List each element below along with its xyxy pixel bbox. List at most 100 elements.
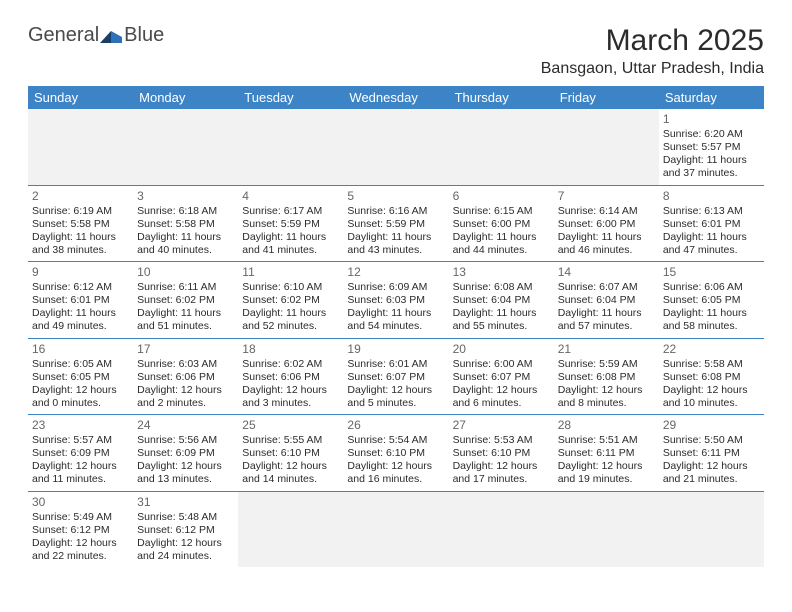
- sunrise-text: Sunrise: 6:15 AM: [453, 205, 550, 218]
- sunset-text: Sunset: 6:06 PM: [242, 371, 339, 384]
- day-number: 10: [137, 265, 234, 280]
- blank-cell: [343, 491, 448, 567]
- day-number: 13: [453, 265, 550, 280]
- day-30: 30Sunrise: 5:49 AMSunset: 6:12 PMDayligh…: [28, 491, 133, 567]
- blank-cell: [343, 109, 448, 185]
- day-18: 18Sunrise: 6:02 AMSunset: 6:06 PMDayligh…: [238, 338, 343, 415]
- sunrise-text: Sunrise: 5:57 AM: [32, 434, 129, 447]
- sunrise-text: Sunrise: 6:02 AM: [242, 358, 339, 371]
- sunrise-text: Sunrise: 5:50 AM: [663, 434, 760, 447]
- location: Bansgaon, Uttar Pradesh, India: [541, 60, 764, 78]
- day-4: 4Sunrise: 6:17 AMSunset: 5:59 PMDaylight…: [238, 185, 343, 262]
- day-14: 14Sunrise: 6:07 AMSunset: 6:04 PMDayligh…: [554, 262, 659, 339]
- weekday-friday: Friday: [554, 86, 659, 109]
- sunset-text: Sunset: 6:02 PM: [242, 294, 339, 307]
- sunset-text: Sunset: 6:08 PM: [558, 371, 655, 384]
- daylight-text: Daylight: 12 hours and 6 minutes.: [453, 384, 550, 410]
- sunset-text: Sunset: 6:12 PM: [32, 524, 129, 537]
- daylight-text: Daylight: 11 hours and 57 minutes.: [558, 307, 655, 333]
- day-number: 30: [32, 495, 129, 510]
- sunset-text: Sunset: 5:59 PM: [242, 218, 339, 231]
- day-number: 20: [453, 342, 550, 357]
- sunset-text: Sunset: 6:01 PM: [663, 218, 760, 231]
- header: General Blue March 2025 Bansgaon, Uttar …: [28, 24, 764, 78]
- calendar-body: 1Sunrise: 6:20 AMSunset: 5:57 PM Daylight…: [28, 109, 764, 567]
- sunrise-text: Sunrise: 5:53 AM: [453, 434, 550, 447]
- sunset-text: Sunset: 6:10 PM: [453, 447, 550, 460]
- sunset-text: Sunset: 5:58 PM: [32, 218, 129, 231]
- daylight-text: Daylight: 11 hours and 52 minutes.: [242, 307, 339, 333]
- sunset-text: Sunset: 6:05 PM: [663, 294, 760, 307]
- sunset-text: Sunset: 5:58 PM: [137, 218, 234, 231]
- daylight-text: Daylight: 12 hours and 3 minutes.: [242, 384, 339, 410]
- sunrise-text: Sunrise: 6:17 AM: [242, 205, 339, 218]
- sunset-text: Sunset: 6:02 PM: [137, 294, 234, 307]
- logo: General Blue: [28, 24, 164, 47]
- sunrise-text: Sunrise: 6:01 AM: [347, 358, 444, 371]
- sunset-text: Sunset: 6:00 PM: [558, 218, 655, 231]
- sunrise-text: Sunrise: 6:07 AM: [558, 281, 655, 294]
- daylight-text: Daylight: 12 hours and 24 minutes.: [137, 537, 234, 563]
- sunrise-text: Sunrise: 6:03 AM: [137, 358, 234, 371]
- day-15: 15Sunrise: 6:06 AMSunset: 6:05 PMDayligh…: [659, 262, 764, 339]
- sunrise-text: Sunrise: 6:05 AM: [32, 358, 129, 371]
- sunrise-text: Sunrise: 5:54 AM: [347, 434, 444, 447]
- blank-cell: [659, 491, 764, 567]
- sunrise-text: Sunrise: 6:08 AM: [453, 281, 550, 294]
- day-24: 24Sunrise: 5:56 AMSunset: 6:09 PMDayligh…: [133, 415, 238, 492]
- blank-cell: [449, 491, 554, 567]
- sunset-text: Sunset: 6:00 PM: [453, 218, 550, 231]
- daylight-text: Daylight: 11 hours and 44 minutes.: [453, 231, 550, 257]
- day-28: 28Sunrise: 5:51 AMSunset: 6:11 PMDayligh…: [554, 415, 659, 492]
- day-27: 27Sunrise: 5:53 AMSunset: 6:10 PMDayligh…: [449, 415, 554, 492]
- calendar-row: 16Sunrise: 6:05 AMSunset: 6:05 PMDayligh…: [28, 338, 764, 415]
- daylight-text: Daylight: 12 hours and 13 minutes.: [137, 460, 234, 486]
- day-number: 19: [347, 342, 444, 357]
- day-17: 17Sunrise: 6:03 AMSunset: 6:06 PMDayligh…: [133, 338, 238, 415]
- sunset-text: Sunset: 6:09 PM: [137, 447, 234, 460]
- day-23: 23Sunrise: 5:57 AMSunset: 6:09 PMDayligh…: [28, 415, 133, 492]
- day-number: 5: [347, 189, 444, 204]
- day-number: 9: [32, 265, 129, 280]
- daylight-text: Daylight: 12 hours and 21 minutes.: [663, 460, 760, 486]
- day-number: 29: [663, 418, 760, 433]
- sunset-text: Sunset: 6:10 PM: [347, 447, 444, 460]
- day-16: 16Sunrise: 6:05 AMSunset: 6:05 PMDayligh…: [28, 338, 133, 415]
- blank-cell: [238, 491, 343, 567]
- day-number: 15: [663, 265, 760, 280]
- day-number: 3: [137, 189, 234, 204]
- sunset-text: Sunset: 5:57 PM: [663, 141, 760, 154]
- day-number: 7: [558, 189, 655, 204]
- sunrise-text: Sunrise: 6:12 AM: [32, 281, 129, 294]
- day-29: 29Sunrise: 5:50 AMSunset: 6:11 PMDayligh…: [659, 415, 764, 492]
- daylight-text: Daylight: 11 hours and 46 minutes.: [558, 231, 655, 257]
- day-number: 23: [32, 418, 129, 433]
- calendar-row: 30Sunrise: 5:49 AMSunset: 6:12 PMDayligh…: [28, 491, 764, 567]
- daylight-text: Daylight: 12 hours and 0 minutes.: [32, 384, 129, 410]
- day-1: 1Sunrise: 6:20 AMSunset: 5:57 PMDaylight…: [659, 109, 764, 185]
- day-number: 25: [242, 418, 339, 433]
- sunrise-text: Sunrise: 6:09 AM: [347, 281, 444, 294]
- sunset-text: Sunset: 6:04 PM: [558, 294, 655, 307]
- day-22: 22Sunrise: 5:58 AMSunset: 6:08 PMDayligh…: [659, 338, 764, 415]
- day-number: 1: [663, 112, 760, 127]
- daylight-text: Daylight: 12 hours and 8 minutes.: [558, 384, 655, 410]
- calendar-row: 1Sunrise: 6:20 AMSunset: 5:57 PMDaylight…: [28, 109, 764, 185]
- daylight-text: Daylight: 11 hours and 51 minutes.: [137, 307, 234, 333]
- day-13: 13Sunrise: 6:08 AMSunset: 6:04 PMDayligh…: [449, 262, 554, 339]
- day-25: 25Sunrise: 5:55 AMSunset: 6:10 PMDayligh…: [238, 415, 343, 492]
- weekday-thursday: Thursday: [449, 86, 554, 109]
- sunrise-text: Sunrise: 6:20 AM: [663, 128, 760, 141]
- weekday-saturday: Saturday: [659, 86, 764, 109]
- weekday-tuesday: Tuesday: [238, 86, 343, 109]
- daylight-text: Daylight: 12 hours and 19 minutes.: [558, 460, 655, 486]
- sunset-text: Sunset: 6:08 PM: [663, 371, 760, 384]
- sunset-text: Sunset: 6:01 PM: [32, 294, 129, 307]
- weekday-wednesday: Wednesday: [343, 86, 448, 109]
- daylight-text: Daylight: 11 hours and 43 minutes.: [347, 231, 444, 257]
- day-number: 31: [137, 495, 234, 510]
- blank-cell: [28, 109, 133, 185]
- day-3: 3Sunrise: 6:18 AMSunset: 5:58 PMDaylight…: [133, 185, 238, 262]
- sunrise-text: Sunrise: 6:16 AM: [347, 205, 444, 218]
- calendar-table: SundayMondayTuesdayWednesdayThursdayFrid…: [28, 86, 764, 567]
